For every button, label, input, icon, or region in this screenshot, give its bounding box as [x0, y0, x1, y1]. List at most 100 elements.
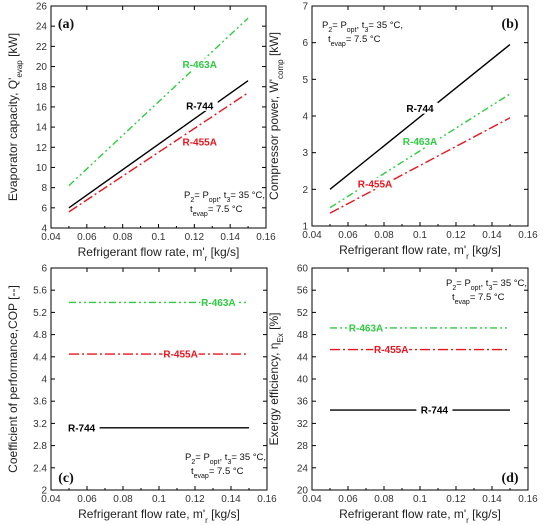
y-tick-label: 2.8 — [33, 441, 47, 452]
series-label-bg — [181, 99, 218, 111]
x-tick-label: 0.16 — [518, 494, 538, 505]
x-tick-label: 0.08 — [374, 230, 394, 241]
y-tick-label: 20 — [297, 486, 309, 497]
condition-note: P2= Popt, t3= 35 °C, — [322, 20, 403, 34]
condition-note: P2= Popt, t3= 35 °C, — [185, 452, 266, 466]
series-label-bg — [357, 177, 393, 189]
x-tick-label: 0.12 — [185, 232, 205, 243]
series-label-bg — [416, 404, 453, 416]
y-tick-label: 14 — [36, 123, 48, 134]
x-tick-label: 0.14 — [482, 494, 502, 505]
panel-label: (c) — [58, 471, 74, 486]
x-tick-label: 0.14 — [221, 494, 241, 505]
series-label-bg — [373, 343, 410, 355]
series-line-r-455a — [329, 117, 511, 214]
series-label: R-744 — [68, 423, 96, 434]
y-tick-label: 16 — [36, 102, 48, 113]
x-tick-label: 0.16 — [256, 232, 276, 243]
condition-note: P2= Popt, t3= 35 °C, — [446, 278, 527, 292]
x-tick-label: 0.16 — [257, 494, 277, 505]
y-tick-label: 4.8 — [33, 330, 47, 341]
y-tick-label: 24 — [36, 22, 48, 33]
x-tick-label: 0.1 — [413, 494, 427, 505]
series-label-bg — [402, 102, 438, 114]
x-tick-label: 0.08 — [113, 232, 133, 243]
y-tick-label: 2.4 — [33, 463, 47, 474]
y-tick-label: 6 — [302, 38, 308, 49]
series-label: R-744 — [421, 406, 449, 417]
x-tick-label: 0.06 — [77, 232, 97, 243]
y-tick-label: 22 — [36, 42, 48, 53]
x-tick-label: 0.12 — [446, 494, 466, 505]
axis-title: Refrigerant flow rate, m'r [kg/s] — [78, 245, 240, 263]
series-label-bg — [402, 135, 438, 147]
y-tick-label: 1 — [302, 222, 308, 233]
series-label-bg — [181, 136, 218, 148]
x-tick-label: 0.04 — [302, 494, 322, 505]
series-label: R-455A — [358, 179, 392, 190]
y-tick-label: 56 — [297, 286, 309, 297]
chart-panel-d: 0.04 0.06 0.08 0.1 0.12 0.14 0.16 20 24 28 32 36 40 4… — [267, 264, 538, 525]
y-tick-label: 40 — [297, 375, 309, 386]
chart-panel-b: 0.04 0.06 0.08 0.1 0.12 0.14 0.16 1 2 3 4 5 6 7 R-744 R… — [267, 2, 538, 261]
series-label: R-455A — [374, 345, 408, 356]
y-tick-label: 26 — [36, 2, 48, 13]
chart-panel-a: 0.04 0.06 0.08 0.1 0.12 0.14 0.16 4 6 8 10 12 14 16 18… — [6, 2, 276, 263]
axis-title: Refrigerant flow rate, m'r [kg/s] — [339, 507, 501, 525]
x-tick-label: 0.04 — [41, 494, 61, 505]
axis-title: Coefficient of performance,COP [--] — [6, 285, 20, 473]
x-tick-label: 0.04 — [302, 230, 322, 241]
condition-note: tevap= 7.5 °C — [190, 204, 243, 218]
y-tick-label: 6 — [41, 203, 47, 214]
series-label-bg — [63, 421, 100, 433]
panel-label: (a) — [58, 17, 75, 32]
y-tick-label: 5.2 — [33, 308, 47, 319]
series-label-bg — [200, 296, 237, 308]
y-tick-label: 3.6 — [33, 397, 47, 408]
x-tick-label: 0.12 — [446, 230, 466, 241]
axis-title: Exergy efficiency, ηEx [%] — [267, 313, 285, 446]
axis-title: Refrigerant flow rate, m'r [kg/s] — [339, 243, 501, 261]
plot-frame — [311, 5, 529, 227]
series-line-r-463a — [68, 17, 249, 187]
y-tick-label: 20 — [36, 62, 48, 73]
y-tick-label: 48 — [297, 330, 309, 341]
panel-label: (d) — [501, 471, 518, 486]
axis-title: Evaporator capacity, Q'evap [kW] — [6, 33, 24, 201]
y-tick-label: 4.4 — [33, 352, 47, 363]
y-tick-label: 10 — [36, 163, 48, 174]
x-tick-label: 0.08 — [113, 494, 133, 505]
y-tick-label: 2 — [302, 185, 308, 196]
y-tick-label: 5.6 — [33, 286, 47, 297]
y-tick-label: 6 — [41, 264, 47, 275]
series-label: R-463A — [182, 60, 216, 71]
series-line-r-744 — [329, 43, 511, 190]
y-tick-label: 52 — [297, 308, 309, 319]
series-label-bg — [181, 58, 218, 70]
panel-label: (b) — [501, 17, 518, 32]
x-tick-label: 0.08 — [374, 494, 394, 505]
y-tick-label: 4 — [302, 112, 308, 123]
x-tick-label: 0.12 — [185, 494, 205, 505]
x-tick-label: 0.1 — [152, 232, 166, 243]
x-tick-label: 0.04 — [41, 232, 61, 243]
series-label: R-463A — [403, 137, 437, 148]
x-tick-label: 0.16 — [518, 230, 538, 241]
y-tick-label: 4 — [41, 375, 47, 386]
series-label: R-455A — [182, 138, 216, 149]
y-tick-label: 7 — [302, 2, 308, 13]
y-tick-label: 12 — [36, 143, 48, 154]
series-label-bg — [162, 348, 199, 360]
x-tick-label: 0.14 — [220, 232, 240, 243]
y-tick-label: 28 — [297, 441, 309, 452]
y-tick-label: 44 — [297, 352, 309, 363]
condition-note: P2= Popt, t3= 35 °C, — [184, 190, 265, 204]
x-tick-label: 0.06 — [338, 494, 358, 505]
condition-note: tevap= 7.5 °C — [328, 34, 381, 48]
series-label: R-455A — [163, 350, 197, 361]
chart-panel-c: 0.04 0.06 0.08 0.1 0.12 0.14 0.16 2 2.4 2.8 3.2 3.6… — [6, 264, 277, 525]
series-label: R-463A — [349, 323, 383, 334]
y-tick-label: 60 — [297, 264, 309, 275]
y-tick-label: 32 — [297, 419, 309, 430]
